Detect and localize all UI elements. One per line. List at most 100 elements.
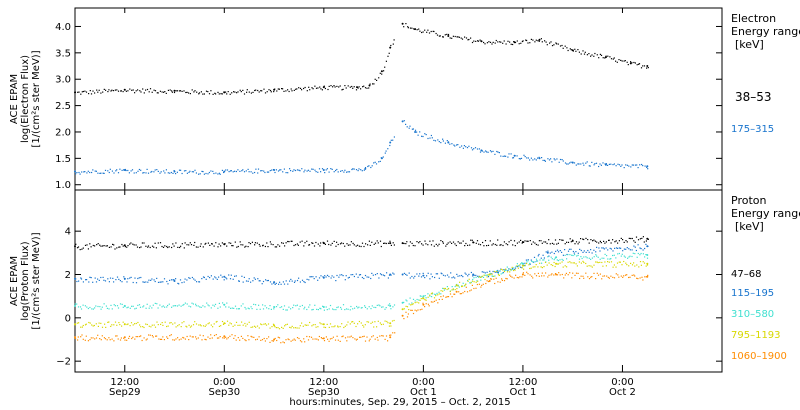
data-point (253, 336, 255, 338)
data-point (511, 276, 513, 278)
data-point (212, 278, 214, 280)
data-point (603, 240, 605, 242)
data-point (522, 263, 524, 265)
data-point (141, 339, 143, 342)
data-point (257, 168, 260, 170)
data-point (235, 275, 237, 277)
data-point (366, 87, 368, 89)
data-point (639, 164, 641, 166)
data-point (524, 264, 526, 266)
data-point (513, 267, 515, 269)
data-point (646, 262, 649, 265)
data-point (241, 170, 243, 172)
data-point (147, 172, 150, 174)
data-point (282, 171, 284, 173)
data-point (585, 237, 587, 239)
data-point (225, 91, 227, 93)
data-point (288, 306, 290, 308)
data-point (268, 171, 270, 173)
data-point (559, 239, 561, 241)
data-point (575, 164, 577, 166)
data-point (287, 240, 289, 243)
data-point (205, 324, 207, 326)
data-point (161, 322, 163, 324)
data-point (185, 91, 187, 94)
data-point (213, 245, 215, 247)
data-point (442, 138, 444, 140)
data-point (128, 172, 130, 174)
data-point (467, 280, 469, 282)
data-point (331, 275, 333, 277)
data-point (459, 293, 461, 295)
data-point (172, 172, 174, 174)
data-point (556, 259, 558, 261)
data-point (223, 335, 226, 338)
data-point (643, 65, 646, 67)
data-point (256, 242, 258, 244)
data-point (76, 280, 78, 283)
data-point (234, 241, 236, 243)
data-point (117, 90, 120, 92)
data-point (354, 338, 356, 340)
data-point (125, 169, 127, 172)
data-point (236, 246, 238, 248)
data-point (388, 52, 390, 54)
data-point (523, 154, 525, 156)
data-point (261, 324, 263, 326)
data-point (312, 168, 314, 170)
data-point (561, 159, 563, 161)
data-point (481, 284, 483, 286)
data-point (230, 307, 232, 309)
data-point (340, 170, 342, 172)
data-point (460, 242, 462, 244)
data-point (242, 337, 244, 339)
data-point (140, 276, 142, 279)
data-point (482, 283, 484, 285)
data-point (199, 173, 201, 175)
data-point (358, 245, 360, 247)
data-point (486, 271, 488, 273)
data-point (338, 276, 340, 278)
data-point (510, 275, 512, 277)
data-point (363, 277, 365, 280)
data-point (507, 156, 509, 158)
data-point (360, 88, 362, 90)
data-point (120, 90, 122, 92)
data-point (255, 168, 257, 170)
y-tick-label: 2 (65, 270, 71, 281)
y-axis-label-line: log(Proton Flux) (20, 241, 31, 320)
data-point (157, 92, 159, 94)
data-point (100, 322, 102, 324)
data-point (94, 92, 96, 94)
data-point (180, 326, 182, 328)
x-tick-date: Sep30 (209, 387, 241, 398)
data-point (103, 337, 105, 339)
data-point (129, 325, 131, 327)
data-point (206, 302, 208, 304)
data-point (217, 246, 219, 248)
data-point (566, 258, 568, 260)
data-point (95, 281, 98, 283)
data-point (631, 164, 633, 166)
data-point (324, 87, 326, 90)
data-point (182, 304, 184, 306)
data-point (387, 242, 390, 244)
data-point (625, 262, 627, 264)
data-point (541, 275, 543, 277)
data-point (499, 270, 501, 272)
data-point (613, 277, 616, 279)
data-point (383, 242, 385, 244)
data-point (425, 297, 427, 299)
data-point (376, 336, 378, 339)
data-point (329, 323, 332, 325)
data-point (424, 240, 426, 242)
data-point (436, 273, 439, 275)
data-point (524, 156, 526, 158)
data-point (605, 163, 607, 165)
data-point (280, 342, 282, 344)
data-point (84, 90, 86, 92)
data-point (306, 170, 308, 172)
data-point (558, 161, 560, 163)
data-point (81, 326, 83, 328)
